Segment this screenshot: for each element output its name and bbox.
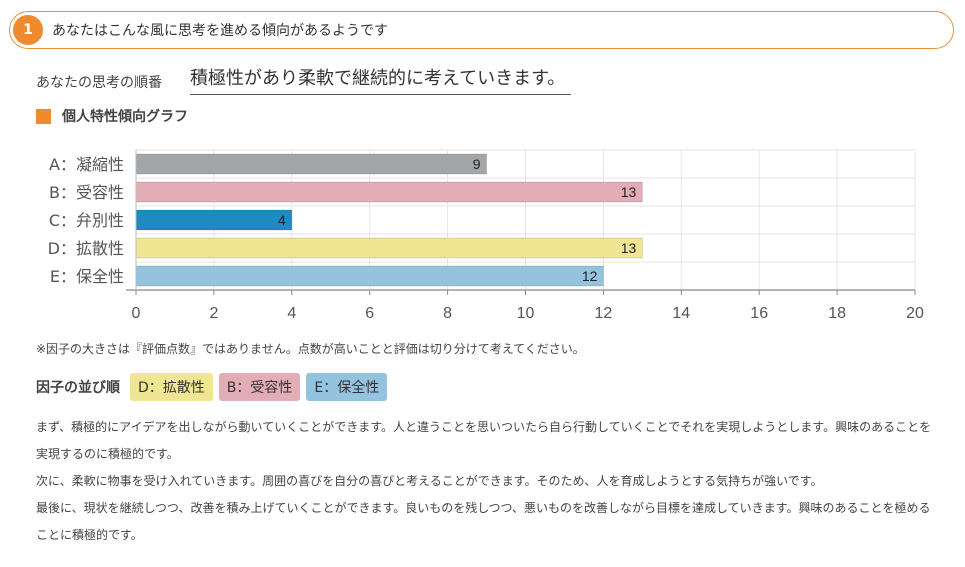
factor-chip-1: D：拡散性 (130, 373, 213, 401)
bar-value-label-2: 13 (621, 184, 637, 200)
category-label-4: D：拡散性 (48, 239, 124, 258)
section-title: あなたはこんな風に思考を進める傾向があるようです (52, 23, 388, 39)
factor-chip-2: B：受容性 (218, 373, 301, 401)
description-paragraph-3: 最後に、現状を継続しつつ、改善を積み上げていくことができます。良いものを残しつつ… (36, 501, 931, 542)
x-tick-label-8: 16 (750, 305, 768, 322)
orange-square-icon (36, 108, 51, 124)
bar-value-label-1: 9 (473, 156, 481, 172)
note-text: ※因子の大きさは『評価点数』ではありません。点数が高いことと評価は切り分けて考え… (36, 342, 585, 356)
thinking-order-row: あなたの思考の順番 積極性があり柔軟で継続的に考えていきます。 (36, 64, 572, 95)
description-paragraph-1: まず、積極的にアイデアを出しながら動いていくことができます。人と違うことを思いつ… (36, 420, 932, 461)
factor-chip-3: E：保全性 (306, 373, 388, 401)
bar-1 (135, 153, 488, 175)
factor-order-label: 因子の並び順 (36, 380, 120, 396)
x-tick-label-1: 2 (209, 305, 218, 322)
bar-value-label-3: 4 (278, 212, 286, 228)
thinking-order-value: 積極性があり柔軟で継続的に考えていきます。 (190, 64, 572, 95)
bar-2 (135, 181, 643, 203)
bar-value-label-4: 13 (621, 240, 637, 256)
graph-title: 個人特性傾向グラフ (36, 106, 188, 126)
category-label-5: E：保全性 (50, 267, 124, 286)
category-label-3: C：弁別性 (49, 211, 124, 230)
graph-title-text: 個人特性傾向グラフ (62, 109, 188, 125)
thinking-order-label: あなたの思考の順番 (36, 75, 162, 91)
factor-order-row: 因子の並び順 D：拡散性 B：受容性 E：保全性 (36, 373, 388, 401)
bar-value-label-5: 12 (582, 268, 598, 284)
description-paragraphs: まず、積極的にアイデアを出しながら動いていくことができます。人と違うことを思いつ… (36, 414, 941, 549)
category-label-1: A：凝縮性 (49, 155, 124, 174)
bar-3 (135, 209, 293, 231)
bar-5 (135, 265, 604, 287)
x-tick-label-3: 6 (365, 305, 374, 322)
x-tick-label-10: 20 (906, 305, 924, 322)
section-header: 1 あなたはこんな風に思考を進める傾向があるようです (9, 11, 954, 49)
x-tick-label-0: 0 (132, 305, 141, 322)
x-tick-label-2: 4 (287, 305, 296, 322)
category-label-2: B：受容性 (49, 183, 124, 202)
description-paragraph-2: 次に、柔軟に物事を受け入れていきます。周囲の喜びを自分の喜びと考えることができま… (36, 474, 823, 488)
x-tick-label-4: 8 (443, 305, 452, 322)
section-number-badge: 1 (13, 15, 43, 45)
bar-4 (135, 237, 643, 259)
x-tick-label-9: 18 (828, 305, 846, 322)
x-tick-label-5: 10 (517, 305, 535, 322)
x-tick-label-7: 14 (672, 305, 690, 322)
x-tick-label-6: 12 (595, 305, 613, 322)
trait-bar-chart: 9 A：凝縮性 13 B：受容性 4 C：弁別性 13 D：拡散性 12 E：保全性 0 2 4 6 8 10… (48, 149, 924, 322)
